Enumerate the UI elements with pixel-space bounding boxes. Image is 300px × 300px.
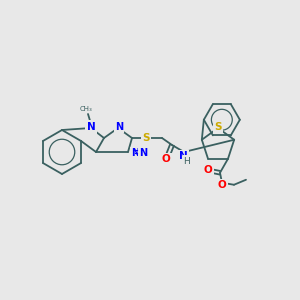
Text: O: O: [162, 154, 170, 164]
Text: N: N: [115, 122, 123, 132]
Text: N: N: [87, 122, 95, 132]
Text: H: H: [184, 157, 190, 166]
Text: S: S: [142, 133, 150, 143]
Text: N: N: [178, 151, 188, 161]
Text: CH₃: CH₃: [80, 106, 92, 112]
Text: N: N: [139, 148, 147, 158]
Text: N: N: [131, 148, 139, 158]
Text: O: O: [218, 180, 226, 190]
Text: S: S: [214, 122, 222, 132]
Text: O: O: [204, 165, 212, 175]
